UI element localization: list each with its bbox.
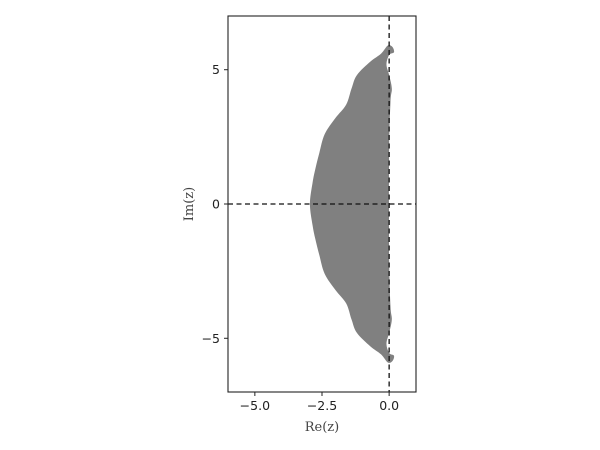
x-axis-ticks: −5.0 −2.5 0.0 xyxy=(240,392,399,413)
y-tick-label: 5 xyxy=(212,62,220,77)
x-axis-label: Re(z) xyxy=(305,420,339,435)
x-tick-label: −5.0 xyxy=(240,398,270,413)
y-tick-label: −5 xyxy=(202,331,220,346)
x-tick-label: 0.0 xyxy=(379,398,399,413)
plot-area xyxy=(228,16,416,392)
stability-region-0 xyxy=(309,45,395,363)
y-axis-ticks: 5 0 −5 xyxy=(202,62,228,346)
x-tick-label: −2.5 xyxy=(307,398,337,413)
y-axis-label: Im(z) xyxy=(182,187,197,221)
y-tick-label: 0 xyxy=(212,197,220,212)
